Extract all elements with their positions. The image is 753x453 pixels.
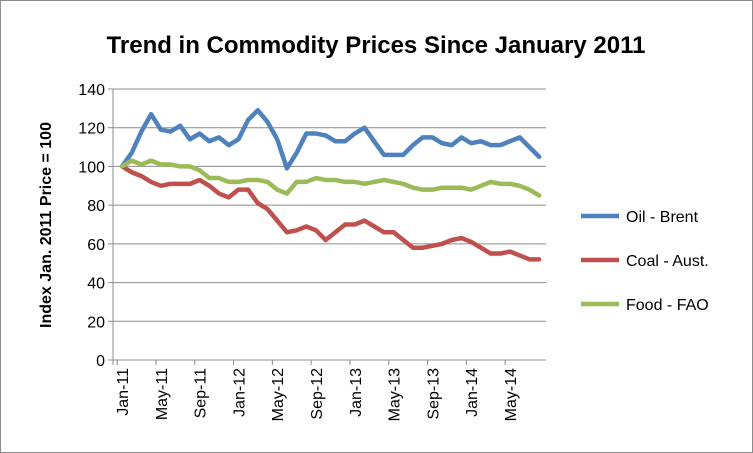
y-tick-label: 120 <box>78 121 105 138</box>
legend-label: Oil - Brent <box>626 209 699 226</box>
y-tick-label: 140 <box>78 82 105 99</box>
y-tick-label: 100 <box>78 159 105 176</box>
x-tick-label: May-13 <box>387 368 404 421</box>
x-tick-label: May-14 <box>503 368 520 421</box>
y-tick-label: 0 <box>96 353 105 370</box>
x-tick-label: Jan-13 <box>348 368 365 417</box>
series-line-oil-brent <box>119 108 542 171</box>
chart-title: Trend in Commodity Prices Since January … <box>107 32 646 59</box>
series-line-coal-aust- <box>119 164 542 262</box>
legend-label: Food - FAO <box>626 297 709 314</box>
y-tick-label: 40 <box>87 276 105 293</box>
x-tick-label: Sep-11 <box>193 368 210 419</box>
x-tick-label: Jan-14 <box>464 368 481 417</box>
legend-label: Coal - Aust. <box>626 253 709 270</box>
y-tick-label: 20 <box>87 314 105 331</box>
x-tick-label: Sep-13 <box>425 368 442 420</box>
x-tick-label: May-11 <box>154 368 171 420</box>
y-tick-label: 80 <box>87 198 105 215</box>
x-tick-label: Sep-12 <box>309 368 326 420</box>
x-tick-label: May-12 <box>270 368 287 421</box>
y-axis-label: Index Jan. 2011 Price = 100 <box>38 122 55 328</box>
x-tick-label: Jan-12 <box>231 368 248 417</box>
series-line-food-fao <box>119 158 542 198</box>
x-tick-label: Jan-11 <box>115 368 132 416</box>
y-tick-label: 60 <box>87 237 105 254</box>
